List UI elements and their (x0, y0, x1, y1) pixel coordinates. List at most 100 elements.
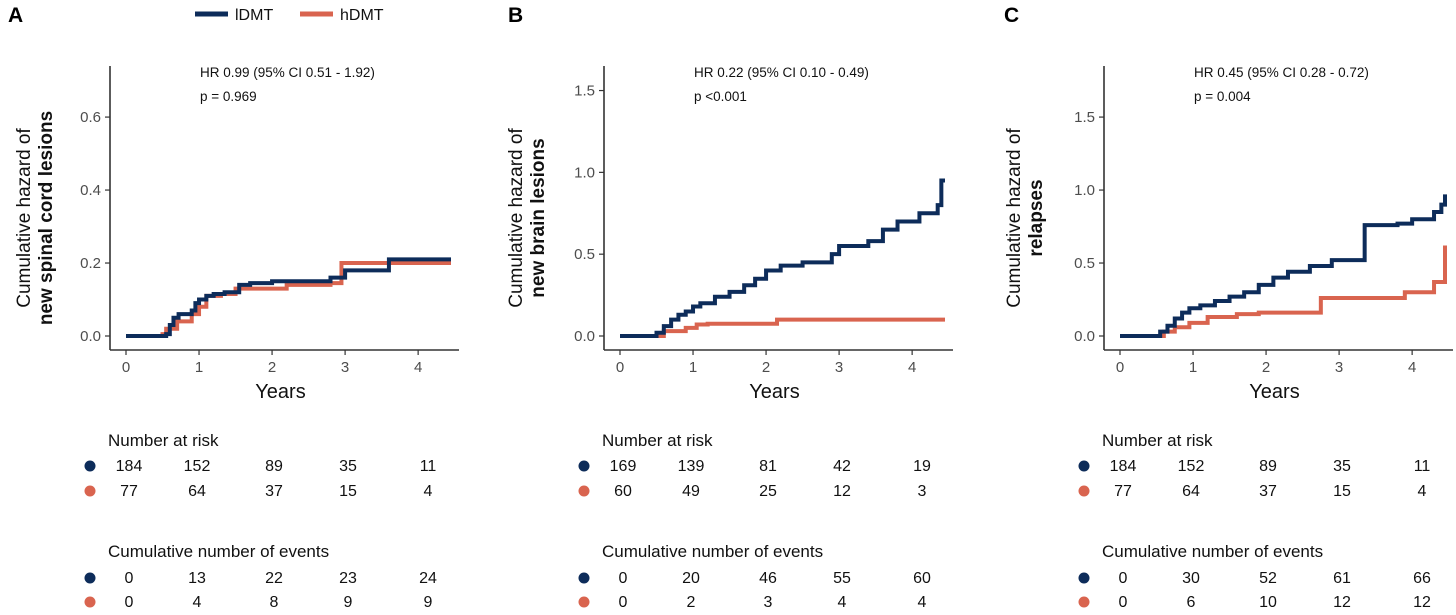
risk-table-cell: 35 (339, 458, 357, 475)
event-row-marker (578, 596, 590, 608)
event-table-cell: 9 (344, 594, 353, 611)
risk-table-cell: 12 (833, 483, 851, 500)
y-axis-title-line2: relapses (1026, 179, 1047, 256)
event-table-cell: 12 (1333, 594, 1351, 611)
event-table-cell: 2 (687, 594, 696, 611)
risk-table-cell: 42 (833, 458, 851, 475)
x-tick-label: 0 (122, 359, 130, 376)
panel-letter: A (8, 4, 23, 27)
risk-table-cell: 15 (1333, 483, 1351, 500)
risk-table-cell: 89 (265, 458, 283, 475)
risk-table-cell: 37 (265, 483, 283, 500)
y-axis-title-line1: Cumulative hazard of (506, 128, 527, 308)
event-table-cell: 0 (619, 570, 628, 587)
event-table-cell: 20 (682, 570, 700, 587)
event-table-cell: 55 (833, 570, 851, 587)
risk-table-cell: 37 (1259, 483, 1277, 500)
event-table-cell: 46 (759, 570, 777, 587)
series-line-ldmt (620, 178, 945, 338)
x-tick-label: 3 (835, 359, 843, 376)
risk-table-cell: 19 (913, 458, 931, 475)
risk-table-cell: 35 (1333, 458, 1351, 475)
y-tick-label: 0.6 (80, 109, 101, 126)
y-tick-label: 0.0 (1074, 328, 1095, 345)
x-tick-label: 1 (689, 359, 697, 376)
event-table-cell: 4 (918, 594, 927, 611)
y-axis-title-line2: new brain lesions (528, 138, 549, 297)
event-row-marker (1078, 572, 1090, 584)
risk-table-cell: 81 (759, 458, 777, 475)
p-value-annotation: p = 0.969 (200, 89, 257, 104)
legend-label-hdmt: hDMT (340, 7, 384, 24)
x-tick-label: 2 (1262, 359, 1270, 376)
panel-letter: B (508, 4, 523, 27)
x-tick-label: 3 (1335, 359, 1343, 376)
y-tick-label: 0.5 (574, 246, 595, 263)
y-axis-title-line2: new spinal cord lesions (36, 111, 57, 325)
event-row-marker (578, 572, 590, 584)
events-title: Cumulative number of events (1102, 542, 1323, 561)
x-tick-label: 4 (1408, 359, 1416, 376)
risk-table-cell: 152 (184, 458, 211, 475)
event-table-cell: 8 (270, 594, 279, 611)
event-table-cell: 0 (125, 594, 134, 611)
risk-row-marker (1078, 460, 1090, 472)
risk-table-cell: 64 (188, 483, 206, 500)
legend-label-ldmt: lDMT (235, 7, 273, 24)
event-table-cell: 24 (419, 570, 437, 587)
event-table-cell: 66 (1413, 570, 1431, 587)
x-tick-label: 2 (762, 359, 770, 376)
risk-table-cell: 77 (1114, 483, 1132, 500)
p-value-annotation: p = 0.004 (1194, 89, 1251, 104)
x-tick-label: 4 (908, 359, 916, 376)
x-axis-title: Years (255, 381, 305, 403)
risk-table-cell: 3 (918, 483, 927, 500)
risk-row-marker (578, 485, 590, 497)
event-table-cell: 3 (764, 594, 773, 611)
event-row-marker (84, 572, 96, 584)
event-table-cell: 52 (1259, 570, 1277, 587)
event-row-marker (84, 596, 96, 608)
y-tick-label: 1.5 (1074, 109, 1095, 126)
event-table-cell: 12 (1413, 594, 1431, 611)
event-table-cell: 0 (125, 570, 134, 587)
event-table-cell: 23 (339, 570, 357, 587)
x-tick-label: 2 (268, 359, 276, 376)
risk-table-cell: 139 (678, 458, 705, 475)
risk-table-cell: 64 (1182, 483, 1200, 500)
series-line-ldmt (1120, 194, 1447, 338)
x-axis-title: Years (1249, 381, 1299, 403)
y-tick-label: 0.5 (1074, 255, 1095, 272)
series-line-ldmt (126, 257, 451, 338)
y-tick-label: 0.2 (80, 255, 101, 272)
x-tick-label: 0 (1116, 359, 1124, 376)
y-tick-label: 1.0 (1074, 182, 1095, 199)
hazard-ratio-annotation: HR 0.22 (95% CI 0.10 - 0.49) (694, 65, 869, 80)
hazard-ratio-annotation: HR 0.99 (95% CI 0.51 - 1.92) (200, 65, 375, 80)
risk-table-cell: 152 (1178, 458, 1205, 475)
risk-table-cell: 77 (120, 483, 138, 500)
y-tick-label: 1.0 (574, 164, 595, 181)
event-table-cell: 30 (1182, 570, 1200, 587)
event-table-cell: 0 (1119, 594, 1128, 611)
y-axis-title-line1: Cumulative hazard of (14, 128, 35, 308)
event-table-cell: 22 (265, 570, 283, 587)
event-row-marker (1078, 596, 1090, 608)
risk-table-cell: 49 (682, 483, 700, 500)
event-table-cell: 13 (188, 570, 206, 587)
x-tick-label: 0 (616, 359, 624, 376)
panel-letter: C (1004, 4, 1019, 27)
events-title: Cumulative number of events (602, 542, 823, 561)
risk-table-cell: 11 (420, 458, 437, 475)
y-tick-label: 0.4 (80, 182, 101, 199)
event-table-cell: 4 (193, 594, 202, 611)
risk-row-marker (84, 485, 96, 497)
number-at-risk-title: Number at risk (1102, 431, 1213, 450)
event-table-cell: 6 (1187, 594, 1196, 611)
risk-table-cell: 169 (610, 458, 637, 475)
risk-table-cell: 184 (116, 458, 143, 475)
